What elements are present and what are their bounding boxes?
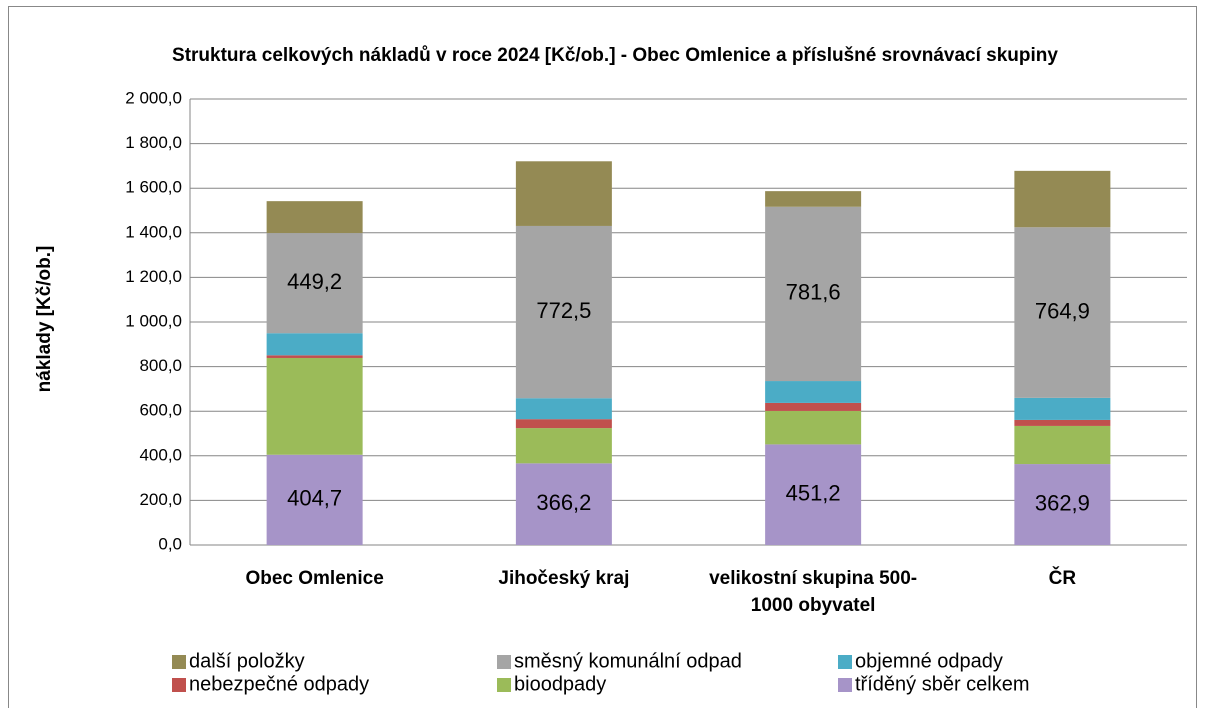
- bar-segment: [765, 381, 862, 403]
- bar-segment: [266, 233, 363, 334]
- y-tick-label: 1 600,0: [125, 178, 182, 197]
- bar-segment: [1014, 419, 1111, 426]
- y-tick-label: 1 800,0: [125, 133, 182, 152]
- y-tick-label: 600,0: [139, 401, 182, 420]
- y-tick-label: 0,0: [158, 534, 182, 553]
- bar-segment: [266, 454, 363, 545]
- bar-segment: [1014, 397, 1111, 420]
- bar-segment: [515, 161, 612, 226]
- x-tick-label: Obec Omlenice: [245, 568, 384, 589]
- legend-label: nebezpečné odpady: [189, 673, 369, 695]
- legend-swatch: [838, 678, 852, 692]
- bar-segment: [515, 463, 612, 545]
- data-label: 772,5: [536, 298, 591, 323]
- legend-swatch: [838, 655, 852, 669]
- data-label: 781,6: [786, 280, 841, 305]
- bar-segment: [515, 419, 612, 429]
- bar-segment: [266, 355, 363, 358]
- y-tick-label: 2 000,0: [125, 88, 182, 107]
- bar-segment: [765, 402, 862, 411]
- bar-segment: [765, 206, 862, 382]
- bar-segment: [765, 410, 862, 445]
- bar-segment: [765, 444, 862, 545]
- y-tick-label: 1 400,0: [125, 222, 182, 241]
- bar-segment: [266, 333, 363, 356]
- legend-label: bioodpady: [514, 673, 606, 695]
- data-label: 366,2: [536, 490, 591, 515]
- data-label: 764,9: [1035, 298, 1090, 323]
- chart-title: Struktura celkových nákladů v roce 2024 …: [172, 45, 1058, 66]
- data-label: 449,2: [287, 269, 342, 294]
- y-tick-label: 1 200,0: [125, 267, 182, 286]
- data-label: 451,2: [786, 481, 841, 506]
- x-tick-label: Jihočeský kraj: [498, 568, 630, 589]
- bar-segment: [515, 428, 612, 464]
- x-tick-label: ČR: [1048, 568, 1077, 589]
- y-tick-label: 400,0: [139, 445, 182, 464]
- y-tick-label: 1 000,0: [125, 311, 182, 330]
- bar-segment: [266, 357, 363, 455]
- bar-segment: [515, 398, 612, 420]
- chart-border: [8, 6, 1197, 708]
- bar-segment: [515, 225, 612, 399]
- bar-segment: [1014, 464, 1111, 545]
- bar-segment: [1014, 227, 1111, 398]
- data-label: 362,9: [1035, 490, 1090, 515]
- bar-segment: [1014, 170, 1111, 228]
- y-axis-title: náklady [Kč/ob.]: [34, 245, 55, 393]
- x-tick-label: velikostní skupina 500-1000 obyvatel: [709, 568, 918, 616]
- bar-segment: [765, 191, 862, 207]
- y-tick-label: 200,0: [139, 490, 182, 509]
- legend-swatch: [172, 678, 186, 692]
- legend-swatch: [497, 655, 511, 669]
- y-tick-label: 800,0: [139, 356, 182, 375]
- bar-segment: [1014, 425, 1111, 465]
- legend-swatch: [172, 655, 186, 669]
- legend-swatch: [497, 678, 511, 692]
- legend-label: směsný komunální odpad: [514, 650, 742, 672]
- legend-label: tříděný sběr celkem: [855, 673, 1030, 695]
- legend-label: objemné odpady: [855, 650, 1003, 672]
- bar-segment: [266, 201, 363, 234]
- legend-label: další položky: [189, 650, 305, 672]
- data-label: 404,7: [287, 486, 342, 511]
